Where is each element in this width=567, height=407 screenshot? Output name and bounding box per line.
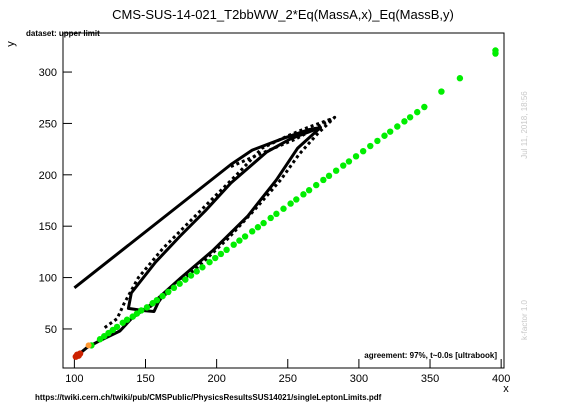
green-data-point — [236, 237, 243, 244]
green-data-point — [260, 219, 267, 227]
green-data-point — [406, 114, 414, 121]
green-data-point — [170, 284, 178, 292]
red-data-point — [76, 350, 84, 357]
x-tick-label: 400 — [492, 373, 510, 385]
green-data-point — [293, 196, 300, 203]
green-data-point — [394, 123, 401, 130]
y-tick-label: 150 — [39, 221, 57, 233]
green-data-point — [123, 316, 131, 323]
x-tick-label: 250 — [279, 373, 297, 385]
green-data-point — [374, 137, 381, 145]
green-data-point — [113, 323, 121, 331]
green-data-point — [267, 214, 274, 222]
green-data-point — [381, 132, 388, 139]
green-data-point — [165, 288, 172, 296]
x-tick-label: 300 — [350, 373, 368, 385]
dotted-contour-line — [144, 115, 337, 312]
green-data-point — [138, 307, 145, 314]
plot-frame — [62, 32, 505, 369]
green-data-point — [456, 75, 464, 82]
green-data-point — [332, 167, 340, 174]
green-data-point — [414, 108, 421, 116]
source-url: https://twiki.cern.ch/twiki/pub/CMSPubli… — [35, 393, 382, 402]
y-tick-label: 200 — [39, 170, 57, 182]
dotted-contour-line — [101, 117, 331, 331]
x-tick-label: 100 — [65, 373, 83, 385]
green-data-point — [182, 276, 189, 283]
side-kfactor-label: k-factor 1.0 — [520, 299, 529, 340]
green-data-point — [254, 224, 262, 231]
green-data-point — [305, 187, 313, 194]
green-data-point — [325, 172, 333, 180]
green-data-point — [241, 233, 249, 240]
x-tick-label: 350 — [421, 373, 439, 385]
orange-data-point — [85, 342, 92, 349]
green-data-point — [320, 176, 327, 184]
green-data-point — [386, 128, 394, 135]
green-data-point — [313, 181, 320, 189]
green-data-point — [193, 268, 200, 275]
green-data-point — [367, 142, 374, 150]
green-data-point — [352, 153, 360, 160]
green-data-point — [340, 162, 347, 169]
green-data-point — [153, 296, 161, 304]
green-data-point — [176, 280, 183, 287]
green-data-point — [159, 292, 166, 300]
y-tick-label: 100 — [39, 273, 57, 285]
green-data-point — [300, 191, 307, 198]
green-data-point — [217, 250, 225, 258]
agreement-label: agreement: 97%, t~0.0s [ultrabook] — [364, 351, 497, 360]
green-data-point — [223, 246, 230, 254]
green-data-point — [492, 47, 499, 54]
side-date-label: Jul 11, 2018, 18:56 — [520, 91, 529, 159]
green-data-point — [206, 258, 213, 266]
x-axis-label: x — [503, 383, 509, 395]
green-data-point — [273, 210, 280, 218]
green-data-point — [438, 88, 445, 95]
green-data-point — [230, 241, 237, 248]
green-data-point — [287, 200, 294, 207]
green-data-point — [359, 147, 367, 155]
green-data-point — [421, 103, 428, 111]
green-data-point — [212, 254, 219, 262]
green-data-point — [199, 264, 206, 271]
chart-title: CMS-SUS-14-021_T2bbWW_2*Eq(MassA,x)_Eq(M… — [112, 7, 454, 22]
green-data-point — [345, 158, 353, 165]
green-data-point — [249, 228, 256, 235]
y-axis-label: y — [5, 41, 17, 47]
y-tick-label: 250 — [39, 118, 57, 130]
green-data-point — [187, 272, 195, 279]
green-data-point — [143, 304, 151, 311]
green-data-point — [401, 118, 408, 125]
x-tick-label: 200 — [207, 373, 225, 385]
green-data-point — [280, 205, 287, 212]
y-tick-label: 300 — [39, 67, 57, 79]
y-tick-label: 50 — [45, 324, 57, 336]
x-tick-label: 150 — [136, 373, 154, 385]
